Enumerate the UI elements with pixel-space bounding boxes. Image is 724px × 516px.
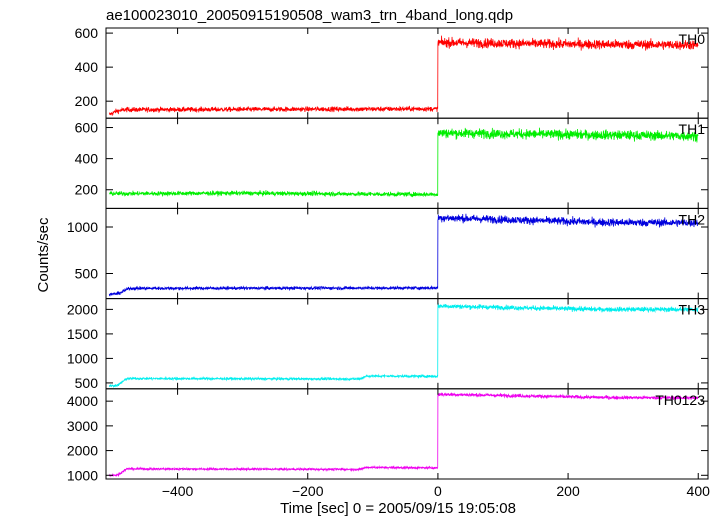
- panel-th0123: 1000 2000 3000 4000 TH0123: [67, 388, 709, 483]
- panel-label: TH0: [679, 31, 706, 47]
- y-tick-label: 400: [75, 151, 99, 167]
- y-tick-label: 4000: [67, 393, 98, 409]
- panel-th1: 200 400 600 TH1: [75, 117, 709, 209]
- chart-title: ae100023010_20050915190508_wam3_trn_4ban…: [106, 7, 513, 24]
- panel-th3: 500 1000 1500 2000 TH3: [67, 298, 709, 391]
- y-tick-label: 500: [75, 265, 99, 281]
- y-tick-label: 200: [75, 182, 99, 198]
- panel-label: TH3: [679, 302, 706, 318]
- panel-th2: 500 1000 TH2: [67, 207, 709, 300]
- series-th2: [108, 213, 699, 297]
- series-th0123: [108, 392, 699, 478]
- y-tick-label: 600: [75, 120, 99, 136]
- y-tick-label: 1000: [67, 467, 98, 483]
- y-tick-label: 400: [75, 59, 99, 75]
- x-tick-label: 200: [556, 483, 580, 499]
- x-tick-label: 400: [687, 483, 711, 499]
- y-tick-label: 3000: [67, 418, 98, 434]
- y-tick-label: 1000: [67, 350, 98, 366]
- x-axis: −400 −200 0 200 400: [162, 483, 710, 499]
- y-tick-label: 600: [75, 25, 99, 41]
- x-tick-label: −200: [292, 483, 324, 499]
- y-tick-label: 1500: [67, 326, 98, 342]
- y-axis-label: Counts/sec: [35, 217, 52, 293]
- x-axis-label: Time [sec] 0 = 2005/09/15 19:05:08: [280, 500, 516, 516]
- y-tick-label: 2000: [67, 301, 98, 317]
- panel-frame: [105, 27, 709, 119]
- x-tick-label: −400: [162, 483, 194, 499]
- y-tick-label: 1000: [67, 219, 98, 235]
- series-th3: [108, 303, 699, 388]
- x-tick-label: 0: [434, 483, 442, 499]
- panel-label: TH1: [679, 121, 706, 137]
- series-th0: [108, 35, 699, 117]
- y-tick-label: 500: [75, 375, 99, 391]
- panel-th0: 200 400 600 TH0: [75, 25, 709, 119]
- series-th1: [108, 127, 699, 198]
- y-tick-label: 200: [75, 93, 99, 109]
- y-tick-label: 2000: [67, 443, 98, 459]
- panel-label: TH0123: [655, 392, 705, 408]
- panel-frame: [105, 388, 709, 480]
- panel-label: TH2: [679, 211, 706, 227]
